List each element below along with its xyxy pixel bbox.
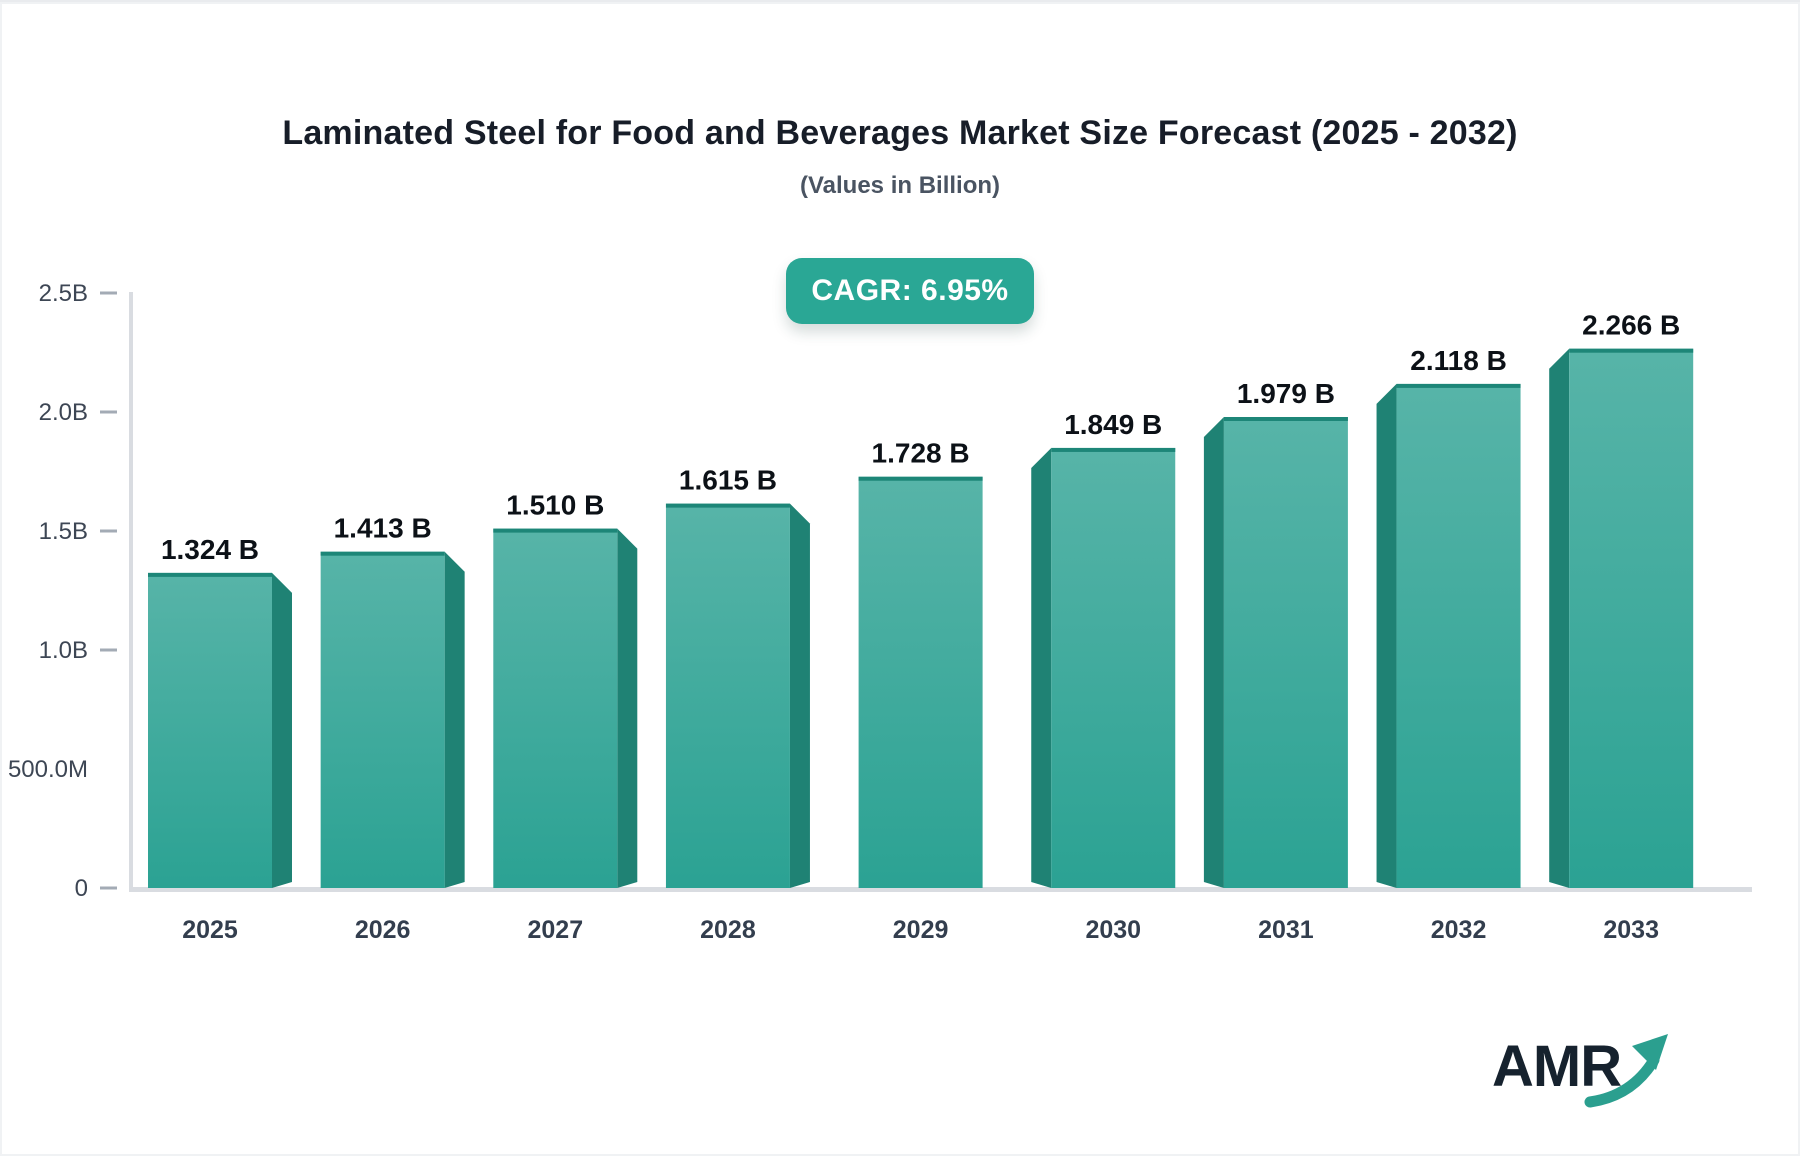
y-tick-dash [100, 648, 117, 652]
y-tick-label: 2.0B [39, 399, 88, 426]
bar-2033 [1569, 348, 1694, 888]
bar-2027 [493, 528, 618, 888]
x-tick-label: 2029 [893, 916, 949, 944]
bar-top-edge [493, 528, 618, 533]
y-tick-dash [100, 410, 117, 414]
bar-top-edge [665, 503, 790, 508]
cagr-badge: CAGR: 6.95% [786, 258, 1034, 324]
bar-2029 [858, 476, 983, 888]
bar-2030 [1051, 447, 1176, 888]
x-tick-label: 2028 [700, 916, 756, 944]
bar-2031 [1223, 416, 1348, 888]
bar-side-face [1549, 348, 1570, 888]
chart-title: Laminated Steel for Food and Beverages M… [282, 114, 1518, 152]
bar-top-edge [1396, 383, 1521, 388]
bar-2028 [665, 503, 790, 888]
y-tick-label: 500.0M [8, 756, 88, 783]
amr-logo-text: AMR [1492, 1034, 1621, 1099]
y-axis-line [129, 292, 133, 890]
axis-layer: 2.5B 2.0B 1.5B 1.0B 500.0M 0 [8, 280, 1752, 902]
x-axis-baseline [129, 887, 1752, 892]
bar-value-label: 1.615 B [679, 465, 777, 496]
x-tick-label: 2027 [527, 916, 583, 944]
y-tick-label: 1.0B [39, 637, 88, 664]
y-tick-dash [100, 886, 117, 890]
bar-2025 [148, 572, 272, 888]
amr-logo: AMR [1482, 1008, 1682, 1108]
bar-top-edge [858, 476, 983, 481]
bar-2026 [320, 551, 445, 888]
labels-layer: 1.324 B 2025 1.413 B 2026 1.510 B 2027 1.615 B… [161, 310, 1680, 944]
x-tick-label: 2032 [1431, 916, 1487, 944]
chart-subtitle: (Values in Billion) [799, 172, 1001, 199]
bar-value-label: 1.979 B [1237, 378, 1335, 409]
y-tick-dash [100, 529, 117, 533]
y-tick-label: 1.5B [39, 518, 88, 545]
x-tick-label: 2031 [1258, 916, 1314, 944]
y-tick-label: 0 [75, 875, 88, 902]
bar-value-label: 2.118 B [1410, 345, 1507, 376]
bar-top-edge [1051, 447, 1176, 452]
growth-arrow-icon [1584, 1034, 1668, 1108]
bar-value-label: 2.266 B [1582, 310, 1680, 341]
bar-value-label: 1.849 B [1064, 409, 1162, 440]
x-tick-label: 2030 [1085, 916, 1141, 944]
bar-side-face [789, 503, 810, 888]
bar-top-edge [1569, 348, 1694, 353]
bar-2032 [1396, 383, 1521, 888]
bar-top-edge [320, 551, 445, 556]
bar-top-edge [1223, 416, 1348, 421]
bars-layer [148, 348, 1694, 888]
bar-side-face [617, 528, 638, 888]
bar-side-face [1203, 416, 1224, 888]
bar-side-face [444, 551, 465, 888]
bar-side-face [1031, 447, 1052, 888]
bar-value-label: 1.324 B [161, 534, 259, 565]
bar-side-face [1376, 383, 1397, 888]
bar-value-label: 1.413 B [334, 513, 432, 544]
x-tick-label: 2026 [355, 916, 411, 944]
y-tick-label: 2.5B [39, 280, 88, 307]
bar-side-face [272, 572, 292, 888]
y-tick-dash [100, 291, 117, 295]
bar-value-label: 1.510 B [506, 490, 604, 521]
x-tick-label: 2025 [182, 916, 238, 944]
x-tick-label: 2033 [1603, 916, 1659, 944]
bar-top-edge [148, 572, 272, 577]
bar-value-label: 1.728 B [872, 438, 970, 469]
